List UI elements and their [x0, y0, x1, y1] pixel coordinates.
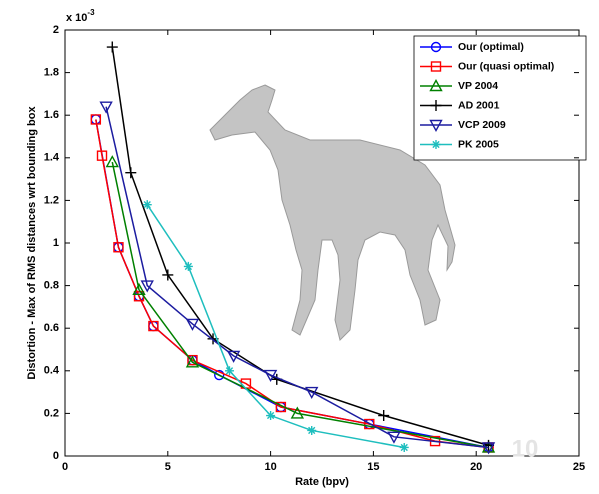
y-tick-label: 1.6 — [44, 109, 59, 121]
marker — [266, 411, 275, 420]
marker — [432, 140, 441, 149]
y-multiplier-exponent: -3 — [87, 8, 95, 17]
x-tick-label: 0 — [62, 461, 68, 473]
y-tick-label: 2 — [53, 24, 59, 36]
y-multiplier-base: x 10 — [66, 12, 87, 24]
x-tick-label: 20 — [470, 461, 482, 473]
y-tick-label: 0.2 — [44, 407, 59, 419]
y-tick-label: 0.8 — [44, 280, 59, 292]
y-tick-label: 0.6 — [44, 322, 59, 334]
x-tick-label: 5 — [165, 461, 171, 473]
y-tick-label: 1.4 — [44, 152, 60, 164]
x-tick-label: 10 — [264, 461, 276, 473]
legend-label: Our (optimal) — [458, 41, 524, 53]
legend: Our (optimal) Our (quasi optimal) VP 2004 A… — [414, 36, 586, 160]
legend-label: VCP 2009 — [458, 119, 506, 131]
marker — [400, 443, 409, 452]
marker — [184, 262, 193, 271]
watermark: 10 — [512, 435, 539, 462]
legend-label: Our (quasi optimal) — [458, 60, 554, 72]
legend-label: AD 2001 — [458, 99, 500, 111]
y-tick-label: 1.8 — [44, 67, 59, 79]
y-tick-label: 0.4 — [44, 365, 60, 377]
legend-label: VP 2004 — [458, 80, 498, 92]
legend-label: PK 2005 — [458, 138, 499, 150]
x-tick-label: 25 — [573, 461, 585, 473]
marker — [225, 366, 234, 375]
y-axis-label: Distortion - Max of RMS distances wrt bo… — [26, 106, 38, 380]
x-axis-label: Rate (bpv) — [295, 476, 349, 488]
chart: x 10-3 Rate (bpv) Distortion - Max of RM… — [0, 0, 599, 494]
y-tick-label: 1.2 — [44, 194, 59, 206]
marker — [307, 426, 316, 435]
y-tick-label: 1 — [53, 237, 59, 249]
legend-box — [414, 36, 586, 160]
x-tick-label: 15 — [367, 461, 379, 473]
y-tick-label: 0 — [53, 450, 59, 462]
marker — [143, 200, 152, 209]
